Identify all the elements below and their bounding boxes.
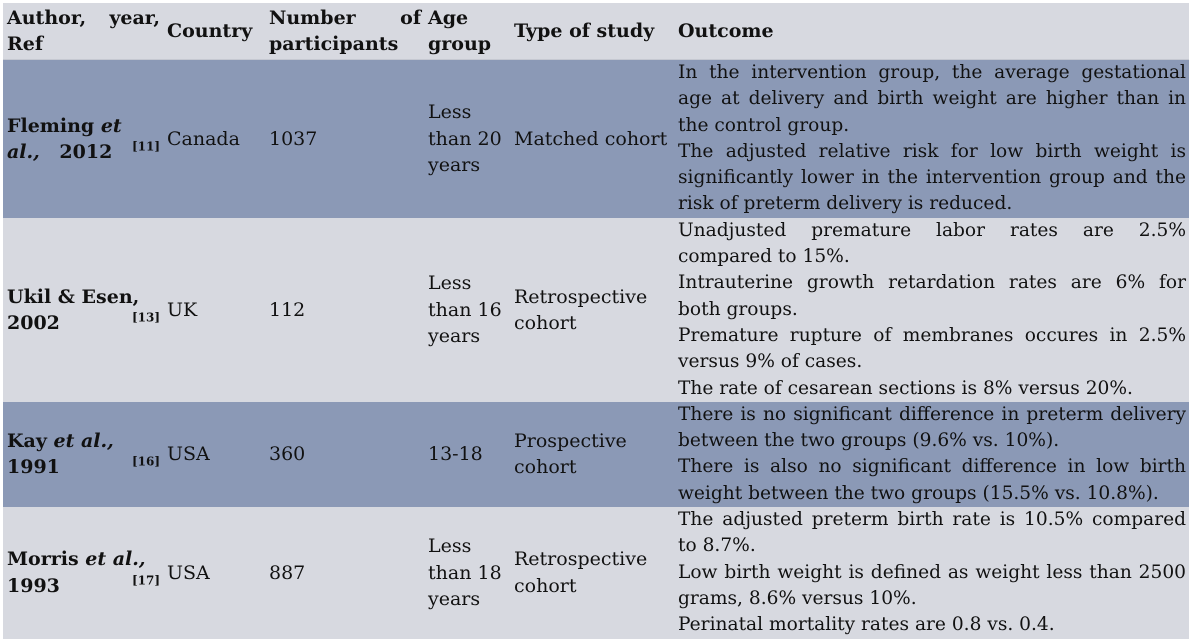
cell-author: Kay et al., 1991 [16] — [3, 401, 163, 508]
header-participants: Number of participants — [265, 3, 424, 60]
table-row: Kay et al., 1991 [16] USA 360 13-18 Pros… — [3, 401, 1189, 508]
cell-author: Fleming et al., 2012 [11] — [3, 59, 163, 218]
author-year: 1991 — [7, 456, 60, 479]
cell-country: UK — [163, 217, 265, 402]
author-etal: et al., — [85, 548, 146, 571]
author-year: 1993 — [7, 574, 60, 597]
cell-outcome: The adjusted preterm birth rate is 10.5%… — [674, 507, 1189, 639]
cell-type: Retrospective cohort — [510, 217, 674, 402]
cell-outcome: In the intervention group, the average g… — [674, 59, 1189, 218]
outcome-line: The rate of cesarean sections is 8% vers… — [678, 377, 1133, 399]
cell-participants: 887 — [265, 507, 424, 639]
author-ref: [16] — [131, 455, 160, 470]
outcome-line: Unadjusted premature labor rates are 2.5… — [678, 219, 1186, 268]
cell-type: Prospective cohort — [510, 401, 674, 508]
table-row: Ukil & Esen, 2002 [13] UK 112 Less than … — [3, 217, 1189, 402]
author-name: Kay — [7, 430, 47, 453]
author-etal: et al., — [53, 430, 114, 453]
author-name: Ukil & Esen, — [7, 285, 140, 308]
cell-country: Canada — [163, 59, 265, 218]
cell-age: Less than 18 years — [424, 507, 510, 639]
outcome-line: Intrauterine growth retardation rates ar… — [678, 272, 1186, 320]
cell-country: USA — [163, 401, 265, 508]
outcome-line: In the intervention group, the average g… — [678, 62, 1186, 136]
outcome-line: Low birth weight is defined as weight le… — [678, 561, 1186, 609]
author-ref: [17] — [131, 573, 160, 588]
table-row: Fleming et al., 2012 [11] Canada 1037 Le… — [3, 59, 1189, 218]
author-etal: et al., — [7, 114, 122, 163]
header-type: Type of study — [510, 3, 674, 60]
header-author: Author, year, Ref — [3, 3, 163, 60]
cell-country: USA — [163, 507, 265, 639]
header-country: Country — [163, 3, 265, 60]
cell-participants: 112 — [265, 217, 424, 402]
cell-author: Ukil & Esen, 2002 [13] — [3, 217, 163, 402]
cell-author: Morris et al., 1993 [17] — [3, 507, 163, 639]
header-age: Age group — [424, 3, 510, 60]
header-outcome: Outcome — [674, 3, 1189, 60]
outcome-line: Premature rupture of membranes occures i… — [678, 324, 1186, 373]
author-name: Fleming — [7, 114, 95, 137]
outcome-line: Perinatal mortality rates are 0.8 vs. 0.… — [678, 614, 1055, 636]
outcome-line: The adjusted preterm birth rate is 10.5%… — [678, 509, 1186, 557]
author-year: 2012 — [59, 140, 113, 163]
cell-type: Matched cohort — [510, 59, 674, 218]
cell-participants: 360 — [265, 401, 424, 508]
table-header-row: Author, year, Ref Country Number of part… — [3, 3, 1189, 60]
cell-age: 13-18 — [424, 401, 510, 508]
author-name: Morris — [7, 548, 79, 571]
author-ref: [11] — [131, 139, 160, 154]
author-year: 2002 — [7, 311, 60, 334]
studies-table: Author, year, Ref Country Number of part… — [3, 3, 1189, 639]
cell-age: Less than 20 years — [424, 59, 510, 218]
cell-participants: 1037 — [265, 59, 424, 218]
cell-outcome: Unadjusted premature labor rates are 2.5… — [674, 217, 1189, 402]
cell-outcome: There is no significant difference in pr… — [674, 401, 1189, 508]
outcome-line: There is also no significant difference … — [678, 456, 1186, 504]
cell-type: Retrospective cohort — [510, 507, 674, 639]
outcome-line: The adjusted relative risk for low birth… — [678, 140, 1186, 215]
author-ref: [13] — [131, 310, 160, 325]
outcome-line: There is no significant difference in pr… — [678, 403, 1186, 452]
cell-age: Less than 16 years — [424, 217, 510, 402]
table-row: Morris et al., 1993 [17] USA 887 Less th… — [3, 507, 1189, 639]
